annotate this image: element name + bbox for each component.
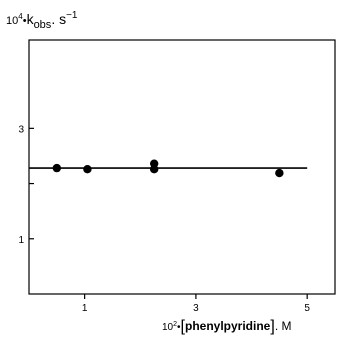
y-tick-label-3: 3 <box>18 124 24 135</box>
x-label-name: phenylpyridine <box>185 319 271 333</box>
x-label-bracket-open: [ <box>181 318 186 335</box>
data-point-5 <box>275 168 284 178</box>
x-label-dot: • <box>177 322 181 333</box>
x-tick-label-5: 5 <box>304 303 310 314</box>
data-point-2 <box>83 165 92 174</box>
y-label-prefix-exp: 4 <box>18 12 23 21</box>
y-label-prefix: 10 <box>6 15 18 27</box>
data-point-1 <box>52 163 62 173</box>
x-label-prefix: 10 <box>162 322 174 333</box>
x-axis-label: 102•[phenylpyridine]. M <box>162 318 291 335</box>
x-label-bracket-close: ] <box>270 318 274 335</box>
ticks <box>29 127 308 299</box>
tick-labels: 1 3 5 1 3 <box>18 124 310 314</box>
y-label-sub: obs <box>34 19 52 31</box>
x-tick-label-1: 1 <box>82 303 88 314</box>
x-tick-label-3: 3 <box>193 303 199 314</box>
y-tick-label-1: 1 <box>18 235 24 246</box>
y-label-exp: −1 <box>66 10 78 21</box>
data-point-4 <box>149 165 159 174</box>
x-label-unit: . M <box>275 319 292 333</box>
data-points <box>52 159 284 178</box>
plot-frame <box>28 39 336 295</box>
y-label-dot: • <box>23 15 27 27</box>
y-label-k: k <box>27 11 35 27</box>
y-axis-label: 104•kobs. s−1 <box>6 10 78 31</box>
y-label-sep: . s <box>51 11 66 27</box>
x-label-prefix-exp: 2 <box>173 321 177 328</box>
